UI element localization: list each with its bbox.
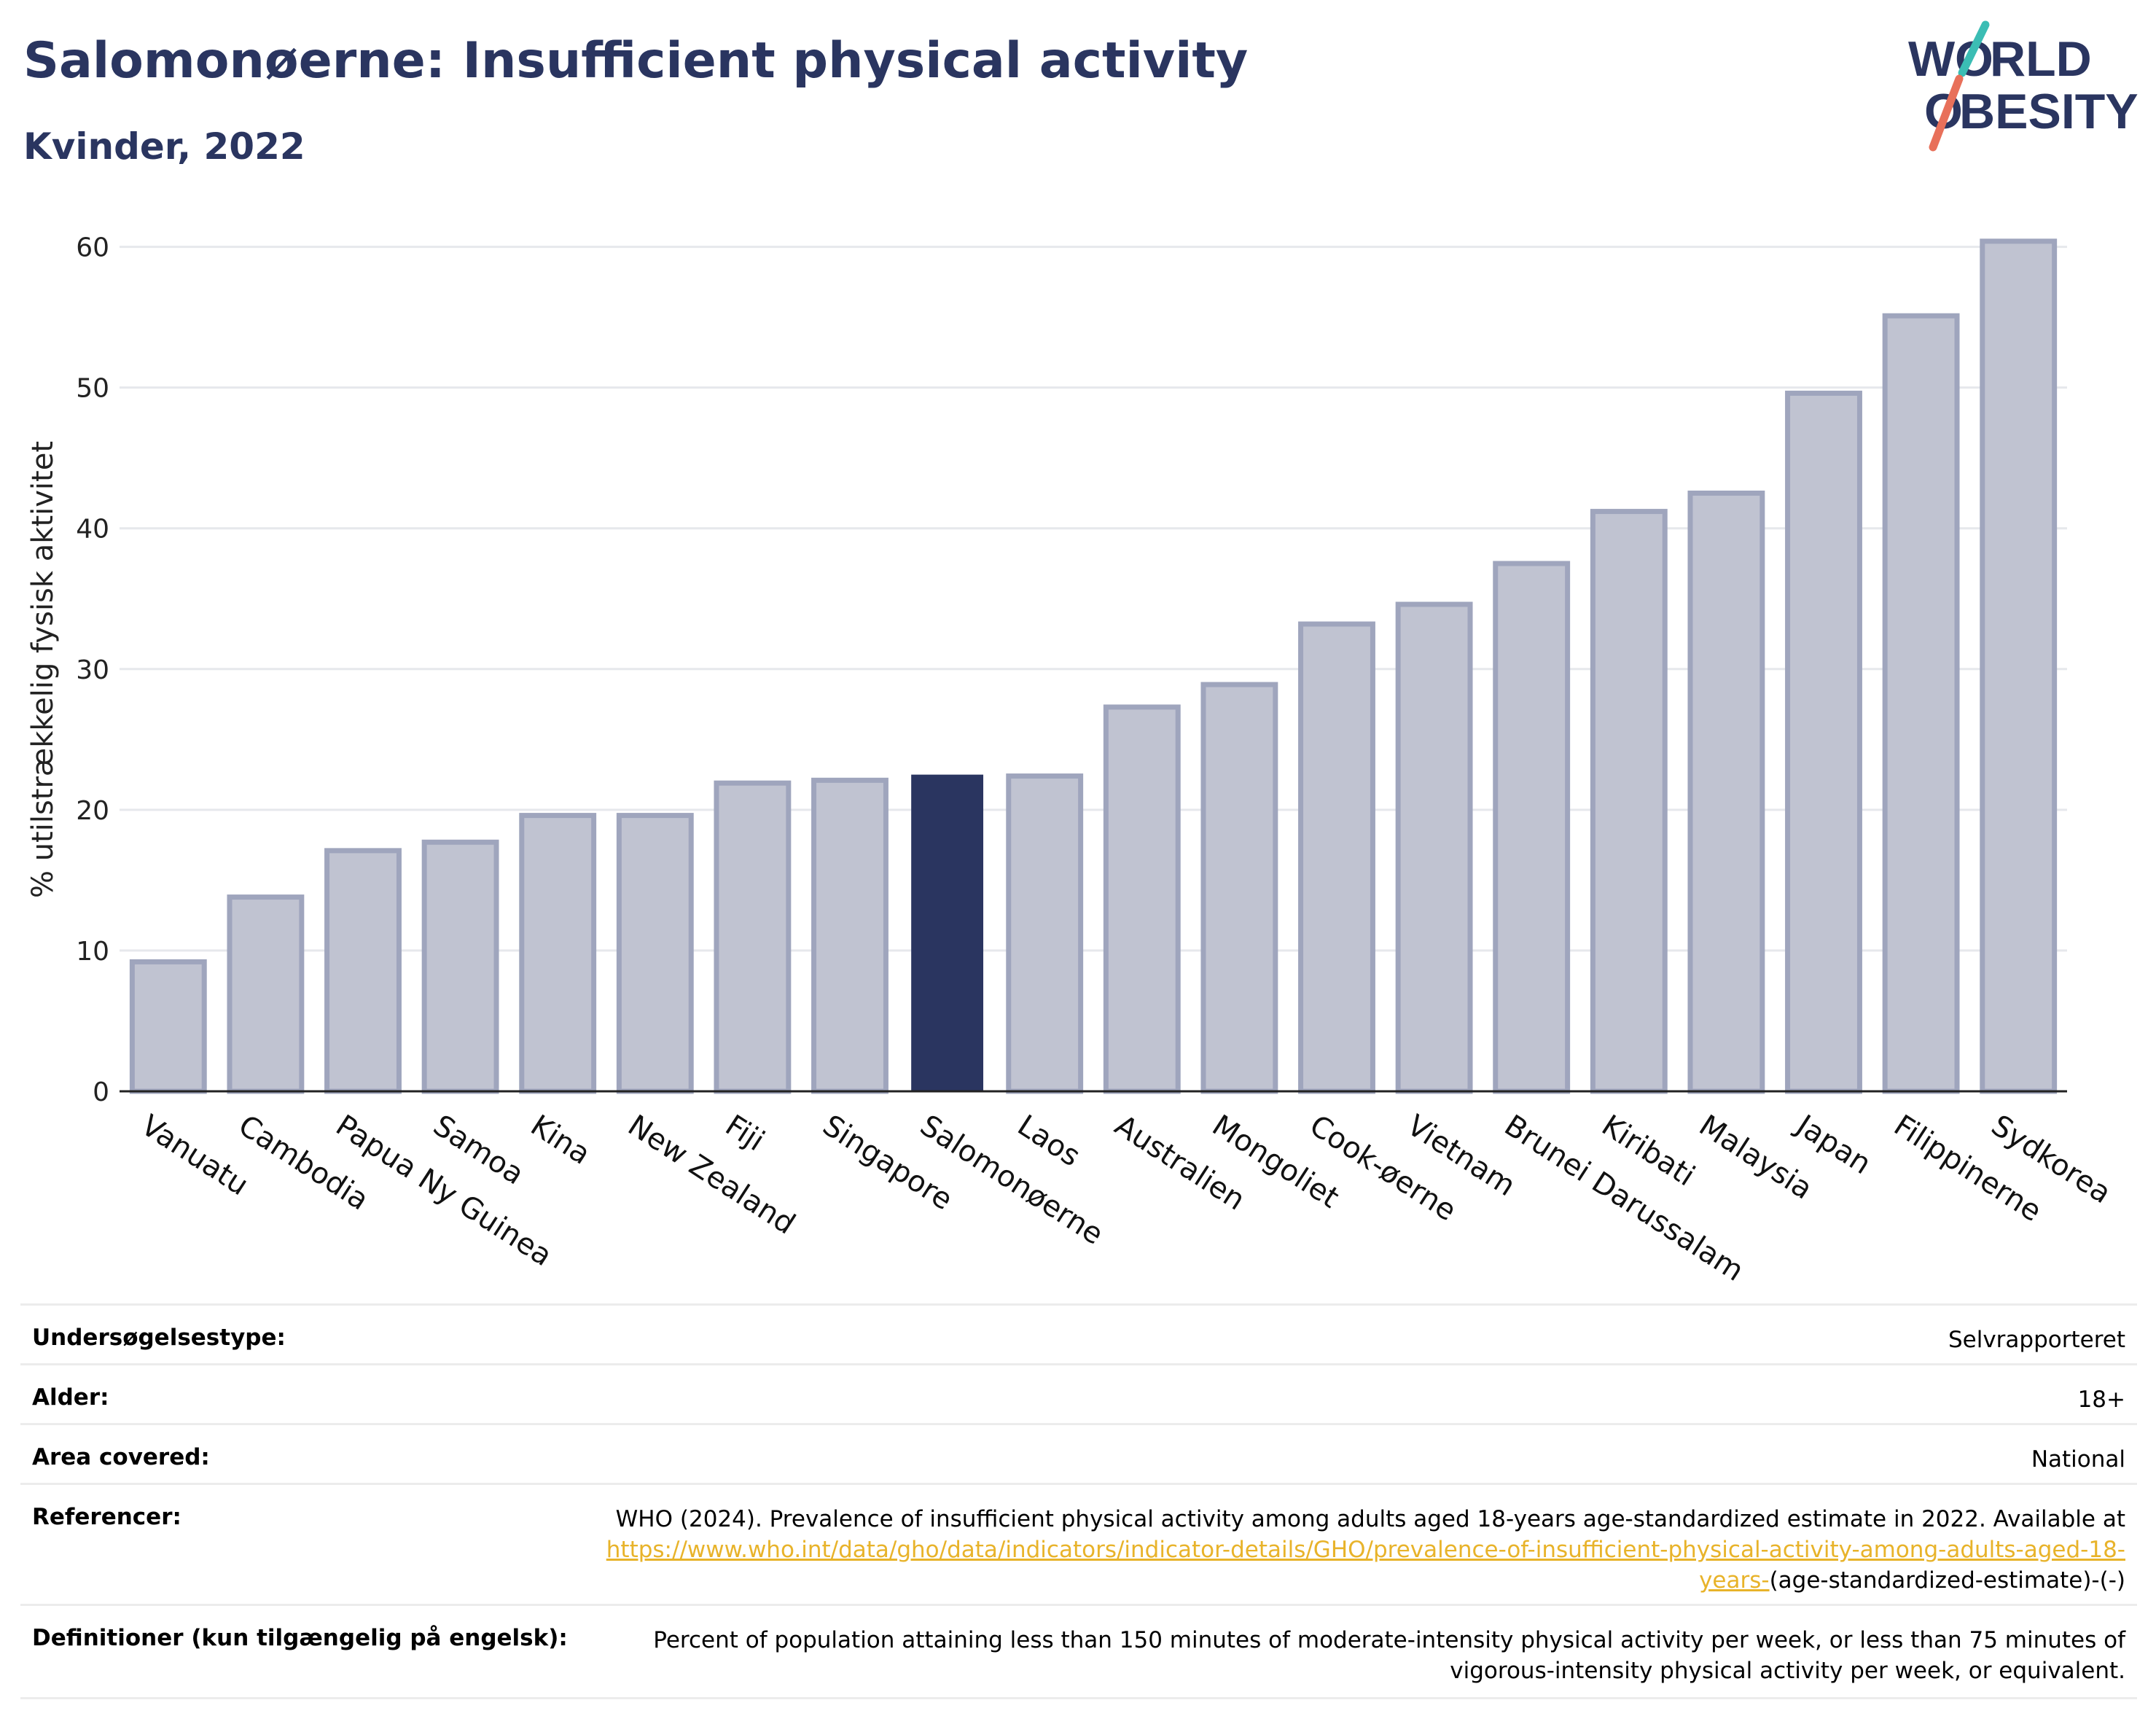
bar	[1298, 621, 1375, 1094]
info-row-area: Area covered: National	[20, 1425, 2137, 1485]
bar	[1395, 601, 1473, 1094]
bar	[1006, 773, 1084, 1094]
info-row-survey-type: Undersøgelsestype: Selvrapporteret	[20, 1306, 2137, 1365]
x-tick-label: Fiji	[719, 1109, 770, 1158]
bar	[227, 894, 305, 1094]
world-obesity-logo: W O RLD O BESITY	[1908, 20, 2139, 152]
bar	[1103, 704, 1181, 1094]
y-tick-label: 40	[76, 515, 109, 545]
bar	[519, 813, 597, 1094]
y-tick-label: 30	[76, 655, 109, 685]
references-text: WHO (2024). Prevalence of insufficient p…	[615, 1506, 2125, 1532]
info-row-age: Alder: 18+	[20, 1365, 2137, 1425]
y-tick-label: 60	[76, 233, 109, 263]
definition-value: Percent of population attaining less tha…	[653, 1627, 2125, 1684]
bar	[1980, 238, 2058, 1094]
bar	[1785, 390, 1862, 1094]
info-table: Undersøgelsestype: Selvrapporteret Alder…	[20, 1303, 2137, 1699]
y-tick-label: 10	[76, 937, 109, 967]
bar	[1590, 509, 1668, 1094]
x-tick-label: Kina	[525, 1109, 596, 1171]
info-key: Area covered:	[32, 1444, 210, 1470]
y-tick-label: 20	[76, 796, 109, 826]
page-title: Salomonøerne: Insufficient physical acti…	[23, 32, 1249, 90]
info-row-references: Referencer: WHO (2024). Prevalence of in…	[20, 1485, 2137, 1606]
svg-text:W: W	[1908, 31, 1956, 87]
bar	[1200, 682, 1278, 1094]
x-tick-label: Laos	[1012, 1109, 1086, 1174]
bar	[911, 774, 984, 1091]
bar	[714, 780, 792, 1094]
bar	[129, 959, 207, 1094]
y-tick-label: 50	[76, 374, 109, 404]
references-link[interactable]: https://www.who.int/data/gho/data/indica…	[606, 1537, 2125, 1594]
y-axis-label: % utilstrækkelig fysisk aktivitet	[26, 441, 60, 898]
info-key: Undersøgelsestype:	[32, 1325, 286, 1351]
bar	[811, 777, 888, 1094]
info-value: 18+	[2077, 1387, 2125, 1413]
x-tick-label: New Zealand	[622, 1109, 801, 1241]
references-suffix: (age-standardized-estimate)-(-)	[1769, 1567, 2125, 1594]
svg-text:BESITY: BESITY	[1959, 84, 2139, 139]
bar	[1882, 313, 1960, 1094]
info-value: Selvrapporteret	[1948, 1327, 2125, 1353]
info-key: Alder:	[32, 1384, 109, 1411]
info-key: Referencer:	[32, 1504, 181, 1530]
bar	[1687, 490, 1765, 1094]
info-key: Definitioner (kun tilgængelig på engelsk…	[32, 1625, 568, 1651]
bar	[421, 839, 499, 1094]
bar	[324, 848, 402, 1094]
info-row-definition: Definitioner (kun tilgængelig på engelsk…	[20, 1606, 2137, 1699]
x-tick-label: Vanuatu	[135, 1109, 254, 1202]
bar	[616, 813, 694, 1094]
page-subtitle: Kvinder, 2022	[23, 125, 305, 168]
svg-text:RLD: RLD	[1990, 31, 2092, 87]
references-value: WHO (2024). Prevalence of insufficient p…	[551, 1504, 2125, 1596]
bar-chart: 0 10 20 30 40 50 60 % utilstrækkelig fysisk akt…	[26, 233, 2117, 1288]
info-value: National	[2031, 1446, 2125, 1473]
bar	[1493, 561, 1571, 1094]
y-tick-label: 0	[93, 1077, 109, 1107]
